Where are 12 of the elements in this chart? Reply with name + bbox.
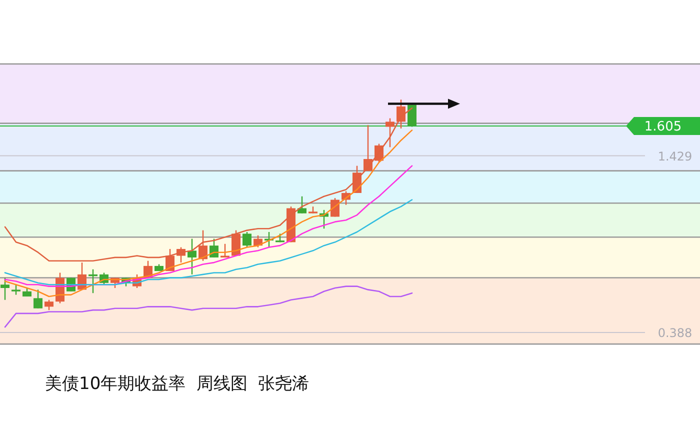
candlestick <box>188 238 196 276</box>
ref-line-label: 0.388 <box>658 326 692 340</box>
candlestick <box>298 196 306 214</box>
candlestick <box>242 231 252 248</box>
candlestick <box>386 118 394 148</box>
candlestick <box>12 284 20 296</box>
text: 美债10年期收益率 周线图 张尧浠 <box>45 374 310 394</box>
ref-line-label: 1.605 <box>644 119 682 134</box>
candlestick <box>0 277 10 300</box>
candlestick <box>34 289 42 309</box>
candlestick <box>44 299 54 311</box>
ref-line-label: 1.429 <box>658 149 692 164</box>
